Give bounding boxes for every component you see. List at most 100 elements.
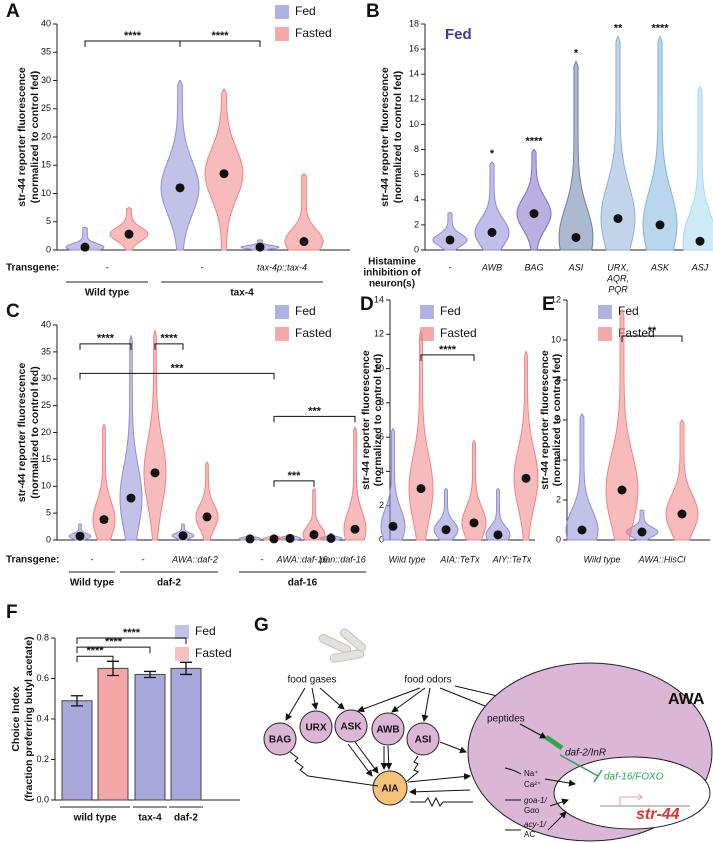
- row-label: Histamine: [368, 257, 416, 268]
- group-label: daf-2: [157, 578, 181, 589]
- violin: [474, 161, 510, 251]
- chart-title: Fed: [445, 26, 472, 43]
- diagram-g: G food gases food odors AWA BAG URX ASK …: [254, 615, 713, 842]
- group-label: wild type: [73, 813, 117, 824]
- y-tick-label: 6: [379, 432, 384, 442]
- y-tick-label: 4: [379, 466, 384, 476]
- y-tick-label: 15: [41, 160, 51, 170]
- violin: [432, 211, 468, 251]
- median-dot: [99, 515, 109, 525]
- significance-bracket: [76, 646, 151, 654]
- legend-label: Fed: [295, 304, 316, 318]
- significance-label: ***: [288, 470, 302, 482]
- significance-label: ****: [123, 627, 141, 639]
- significance-label: ****: [97, 333, 115, 345]
- row-label: Transgene:: [6, 263, 59, 274]
- median-dot: [388, 521, 398, 531]
- significance-bracket: [273, 415, 356, 423]
- median-dot: [416, 484, 426, 494]
- violin: [461, 440, 487, 541]
- violin: [65, 226, 105, 251]
- y-axis-label: (normalized to control fed): [29, 71, 41, 203]
- error-bar: [180, 661, 192, 676]
- median-dot: [285, 533, 295, 543]
- median-dot: [178, 531, 188, 541]
- legend-swatch: [175, 625, 189, 639]
- y-tick-label: 2: [414, 219, 419, 229]
- violin: [380, 428, 406, 541]
- median-dot: [175, 183, 185, 193]
- bar: [97, 667, 129, 801]
- y-tick-label: 18: [409, 18, 419, 28]
- bar: [134, 673, 166, 801]
- y-axis-label: Choice Index: [10, 686, 22, 752]
- neuron-label: ASK: [340, 722, 362, 733]
- y-tick-label: 0: [46, 534, 51, 544]
- violin: [92, 423, 116, 541]
- error-bar: [144, 670, 156, 679]
- neuron-label: ASI: [415, 735, 432, 746]
- x-tick-label: -: [201, 262, 204, 272]
- y-axis-label: (normalized to control fed): [29, 366, 41, 498]
- gene-label: str-44: [636, 806, 680, 823]
- x-tick-label: AWA::daf-16: [276, 554, 328, 564]
- y-axis-label: (normalized to control fed): [372, 354, 384, 486]
- median-dot: [126, 493, 136, 503]
- median-dot: [521, 473, 531, 483]
- y-axis-label: (normalized to control fed): [392, 71, 404, 203]
- significance-bracket: [79, 343, 132, 350]
- x-tick-label: -: [261, 554, 264, 564]
- y-tick-label: 8: [379, 397, 384, 407]
- y-tick-label: 30: [41, 373, 51, 383]
- x-tick-label: ASI: [568, 262, 584, 272]
- legend-swatch: [275, 5, 289, 19]
- x-tick-label: -: [142, 554, 145, 564]
- legend-swatch: [175, 647, 189, 661]
- x-tick-label: AIY::TeTx: [492, 554, 532, 564]
- violin: [516, 149, 552, 251]
- legend-label: Fed: [295, 4, 316, 18]
- violin: [195, 461, 219, 541]
- significance-label: *: [490, 148, 495, 160]
- median-dot: [637, 527, 647, 537]
- peptide-arrow: [519, 723, 547, 739]
- y-tick-label: 0: [379, 534, 384, 544]
- median-dot: [350, 524, 360, 534]
- signal-arrows: [504, 767, 576, 831]
- significance-bracket: [420, 354, 475, 361]
- median-dot: [269, 534, 279, 544]
- significance-label: **: [614, 22, 623, 34]
- median-dot: [445, 235, 455, 245]
- x-tick-label: PQR: [608, 284, 628, 294]
- x-tick-label: -: [91, 554, 94, 564]
- group-label: daf-2: [174, 813, 198, 824]
- significance-bracket: [76, 655, 114, 663]
- group-label: Wild type: [70, 578, 115, 589]
- y-tick-label: 0: [46, 244, 51, 254]
- median-dot: [613, 214, 623, 224]
- median-dot: [75, 531, 85, 541]
- y-axis-label: str-44 reporter fluorescence: [16, 363, 28, 503]
- factor-label: daf-16/FOXO: [604, 772, 664, 783]
- y-tick-label: 8: [556, 374, 561, 384]
- x-tick-label: tax-4p::tax-4: [257, 262, 307, 272]
- median-dot: [469, 518, 479, 528]
- error-bar: [71, 695, 83, 707]
- aia-label: AIA: [381, 784, 398, 795]
- y-tick-label: 16: [409, 43, 419, 53]
- peptides-label: peptides: [487, 714, 525, 725]
- receptor: [544, 734, 564, 751]
- median-dot: [655, 220, 665, 230]
- x-tick-label: Wild type: [389, 554, 426, 564]
- y-tick-label: 0.6: [36, 673, 49, 683]
- violin: [160, 80, 200, 251]
- significance-label: ****: [124, 30, 142, 42]
- median-dot: [309, 530, 319, 540]
- x-tick-label: AIA::TeTx: [439, 554, 480, 564]
- x-tick-label: BAG: [524, 262, 543, 272]
- neuron-label: URX: [305, 723, 326, 734]
- neuron-label: AWB: [376, 725, 399, 736]
- panel-label: C: [6, 301, 20, 322]
- x-tick-label: -: [449, 262, 452, 272]
- violin: [302, 488, 326, 541]
